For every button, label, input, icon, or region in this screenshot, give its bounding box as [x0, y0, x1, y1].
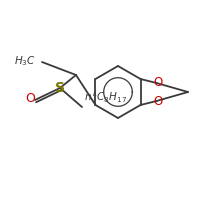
Text: $H_3C$: $H_3C$: [14, 54, 36, 68]
Text: $n^{\wedge}C_8H_{17}$: $n^{\wedge}C_8H_{17}$: [84, 91, 127, 105]
Text: O: O: [153, 95, 162, 108]
Text: S: S: [55, 81, 65, 95]
Text: O: O: [153, 76, 162, 90]
Text: O: O: [25, 92, 35, 106]
